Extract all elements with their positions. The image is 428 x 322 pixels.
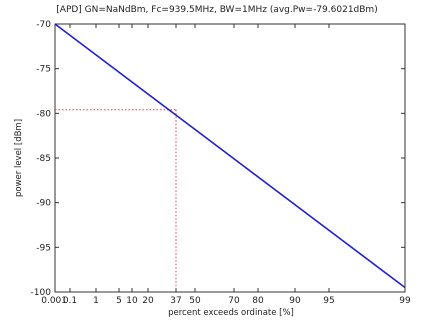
y-tick-label: -80: [36, 109, 51, 119]
y-tick-label: -90: [36, 199, 51, 209]
y-tick-label: -95: [36, 243, 51, 253]
x-tick-label: 95: [323, 296, 334, 306]
x-tick-label: 50: [189, 296, 201, 306]
chart-title: [APD] GN=NaNdBm, Fc=939.5MHz, BW=1MHz (a…: [56, 5, 377, 15]
x-tick-label: 80: [252, 296, 264, 306]
x-tick-label: 20: [142, 296, 154, 306]
x-tick-label: 10: [126, 296, 138, 306]
series-layer: [54, 23, 406, 289]
y-axis-label: power level [dBm]: [14, 119, 24, 197]
y-axis-ticks: -70 -75 -80 -85 -90 -95 -100: [31, 20, 405, 298]
x-tick-label: 0.1: [63, 296, 77, 306]
y-tick-label: -85: [36, 154, 51, 164]
y-tick-label: -75: [36, 65, 51, 75]
series-line: [54, 23, 406, 289]
x-tick-label: 0.001: [41, 296, 67, 306]
y-tick-label: -100: [31, 288, 52, 298]
x-tick-label: 70: [228, 296, 240, 306]
x-tick-label: 5: [116, 296, 122, 306]
x-tick-label: 37: [170, 296, 181, 306]
x-tick-label: 99: [399, 296, 411, 306]
x-tick-label: 1: [93, 296, 99, 306]
reference-lines: [55, 109, 177, 292]
y-tick-label: -70: [36, 20, 51, 30]
x-tick-label: 90: [289, 296, 301, 306]
x-axis-label: percent exceeds ordinate [%]: [168, 308, 294, 318]
